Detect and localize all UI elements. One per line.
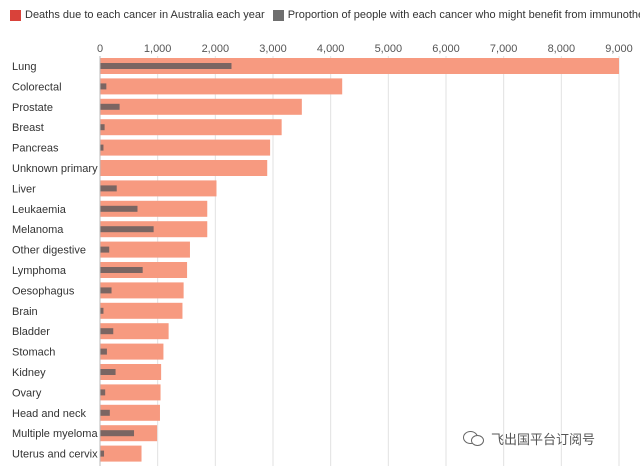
legend-item-deaths: Deaths due to each cancer in Australia e… xyxy=(10,9,265,21)
x-tick-label-5: 5,000 xyxy=(375,43,403,55)
bar-deaths-11 xyxy=(100,282,184,299)
bar-immunotherapy-16 xyxy=(100,389,106,396)
bar-deaths-17 xyxy=(100,404,160,421)
x-tick-label-3: 3,000 xyxy=(259,43,287,55)
bar-deaths-14 xyxy=(100,343,164,360)
category-label-8: Melanoma xyxy=(12,224,64,236)
category-label-19: Uterus and cervix xyxy=(12,449,98,461)
watermark: 飞出国平台订阅号 xyxy=(463,427,595,449)
bar-deaths-0 xyxy=(100,58,619,74)
bar-deaths-19 xyxy=(100,445,142,462)
bar-immunotherapy-13 xyxy=(100,328,114,335)
category-label-7: Leukaemia xyxy=(12,204,67,216)
bar-deaths-16 xyxy=(100,384,161,401)
category-label-16: Ovary xyxy=(12,387,42,399)
x-tick-label-1: 1,000 xyxy=(144,43,172,55)
x-tick-label-6: 6,000 xyxy=(432,43,460,55)
category-label-5: Unknown primary xyxy=(12,163,98,175)
bar-immunotherapy-2 xyxy=(100,103,120,110)
bar-deaths-5 xyxy=(100,160,268,176)
category-label-0: Lung xyxy=(12,61,36,73)
category-label-2: Prostate xyxy=(12,102,53,114)
x-tick-label-4: 4,000 xyxy=(317,43,345,55)
bar-immunotherapy-11 xyxy=(100,287,112,294)
bar-immunotherapy-7 xyxy=(100,205,138,212)
bar-immunotherapy-12 xyxy=(100,307,104,314)
legend-item-immunotherapy: Proportion of people with each cancer wh… xyxy=(272,9,640,21)
category-label-4: Pancreas xyxy=(12,143,59,155)
bar-deaths-4 xyxy=(100,139,271,156)
legend-swatch-deaths xyxy=(10,9,21,21)
bar-immunotherapy-0 xyxy=(100,63,232,69)
bar-deaths-7 xyxy=(100,200,208,217)
bar-deaths-9 xyxy=(100,241,190,258)
bar-immunotherapy-4 xyxy=(100,144,104,151)
bar-immunotherapy-17 xyxy=(100,409,110,416)
bar-immunotherapy-9 xyxy=(100,246,110,253)
bar-immunotherapy-8 xyxy=(100,226,154,233)
legend-label-immunotherapy: Proportion of people with each cancer wh… xyxy=(287,9,640,21)
bar-immunotherapy-18 xyxy=(100,430,135,437)
bar-immunotherapy-19 xyxy=(100,450,105,457)
x-tick-label-8: 8,000 xyxy=(548,43,576,55)
bar-immunotherapy-1 xyxy=(100,83,107,90)
legend-label-deaths: Deaths due to each cancer in Australia e… xyxy=(25,9,265,21)
bar-deaths-2 xyxy=(100,98,302,115)
chart-legend: Deaths due to each cancer in Australia e… xyxy=(10,6,640,24)
category-label-18: Multiple myeloma xyxy=(12,428,98,440)
category-label-10: Lymphoma xyxy=(12,265,67,277)
category-label-14: Stomach xyxy=(12,347,55,359)
category-label-11: Oesophagus xyxy=(12,285,75,297)
x-tick-label-7: 7,000 xyxy=(490,43,518,55)
category-label-17: Head and neck xyxy=(12,408,86,420)
bar-deaths-15 xyxy=(100,364,162,380)
bar-immunotherapy-6 xyxy=(100,185,117,192)
category-label-3: Breast xyxy=(12,122,44,134)
x-tick-label-0: 0 xyxy=(97,43,103,55)
category-label-12: Brain xyxy=(12,306,38,318)
bar-deaths-1 xyxy=(100,78,343,95)
category-label-13: Bladder xyxy=(12,326,50,338)
legend-swatch-immunotherapy xyxy=(272,9,284,21)
category-label-1: Colorectal xyxy=(12,81,62,93)
bar-immunotherapy-10 xyxy=(100,267,143,273)
bar-deaths-12 xyxy=(100,302,183,319)
bar-deaths-13 xyxy=(100,323,169,340)
category-label-15: Kidney xyxy=(12,367,46,379)
category-label-9: Other digestive xyxy=(12,245,86,257)
bar-deaths-6 xyxy=(100,180,217,197)
category-label-6: Liver xyxy=(12,183,36,195)
bar-immunotherapy-14 xyxy=(100,348,107,355)
bar-immunotherapy-3 xyxy=(100,124,105,131)
x-tick-label-2: 2,000 xyxy=(202,43,230,55)
bar-immunotherapy-15 xyxy=(100,369,116,375)
x-tick-label-9: 9,000 xyxy=(605,43,633,55)
bar-deaths-3 xyxy=(100,119,282,136)
chat-bubbles-icon xyxy=(463,429,485,447)
watermark-text: 飞出国平台订阅号 xyxy=(491,431,596,447)
bar-deaths-10 xyxy=(100,262,188,278)
